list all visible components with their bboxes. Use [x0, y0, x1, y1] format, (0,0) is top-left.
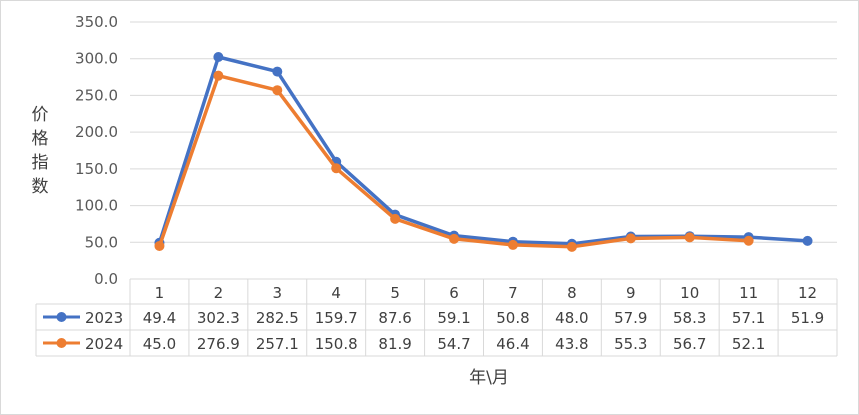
data-label: 45.0 [143, 335, 176, 353]
data-label: 81.9 [378, 335, 411, 353]
x-tick-label: 9 [626, 284, 636, 302]
data-label: 46.4 [496, 335, 529, 353]
data-point [331, 163, 342, 174]
data-point [449, 233, 460, 244]
x-tick-label: 1 [155, 284, 165, 302]
data-label: 51.9 [791, 309, 824, 327]
data-label: 50.8 [496, 309, 529, 327]
legend-label: 2024 [85, 335, 123, 353]
x-axis-label: 年\月 [469, 368, 509, 388]
data-label: 150.8 [315, 335, 358, 353]
data-point [390, 213, 401, 224]
x-tick-label: 10 [680, 284, 699, 302]
x-tick-label: 11 [739, 284, 758, 302]
data-label: 302.3 [197, 309, 240, 327]
x-tick-label: 7 [508, 284, 518, 302]
y-axis-label: 价格指数 [32, 105, 49, 197]
y-tick-label: 300.0 [75, 50, 118, 68]
data-point [625, 233, 636, 244]
data-point [213, 52, 224, 63]
y-tick-label: 100.0 [75, 197, 118, 215]
x-tick-label: 2 [214, 284, 224, 302]
data-point [507, 239, 518, 250]
y-axis-ticks: 0.0 50.0 100.0 150.0 200.0 250.0 300.0 350.0 [75, 13, 118, 288]
x-tick-label: 8 [567, 284, 577, 302]
data-point [802, 235, 813, 246]
data-label: 87.6 [378, 309, 411, 327]
data-label: 59.1 [437, 309, 470, 327]
data-label: 276.9 [197, 335, 240, 353]
x-tick-label: 5 [390, 284, 400, 302]
data-point [566, 241, 577, 252]
data-label: 54.7 [437, 335, 470, 353]
data-label: 57.9 [614, 309, 647, 327]
legend-marker [56, 338, 67, 348]
data-label: 43.8 [555, 335, 588, 353]
data-label: 49.4 [143, 309, 176, 327]
x-tick-label: 4 [331, 284, 341, 302]
data-label: 282.5 [256, 309, 299, 327]
data-point [154, 240, 165, 251]
y-tick-label: 250.0 [75, 86, 118, 104]
x-tick-label: 12 [798, 284, 817, 302]
data-label: 55.3 [614, 335, 647, 353]
data-point [743, 235, 754, 246]
data-point [213, 70, 224, 81]
legend-marker [56, 312, 67, 322]
data-label: 257.1 [256, 335, 299, 353]
data-point [272, 66, 283, 77]
x-tick-label: 6 [449, 284, 459, 302]
legend-label: 2023 [85, 309, 123, 327]
x-tick-label: 3 [273, 284, 283, 302]
y-tick-label: 150.0 [75, 160, 118, 178]
data-label: 159.7 [315, 309, 358, 327]
data-label: 52.1 [732, 335, 765, 353]
data-point [272, 85, 283, 96]
series-line [157, 73, 749, 249]
data-label: 58.3 [673, 309, 706, 327]
y-tick-label: 50.0 [85, 233, 118, 251]
data-label: 56.7 [673, 335, 706, 353]
series-layer [154, 52, 813, 252]
y-tick-label: 350.0 [75, 13, 118, 31]
data-point [684, 232, 695, 243]
data-label: 48.0 [555, 309, 588, 327]
data-label: 57.1 [732, 309, 765, 327]
y-tick-label: 200.0 [75, 123, 118, 141]
y-tick-label: 0.0 [94, 270, 118, 288]
